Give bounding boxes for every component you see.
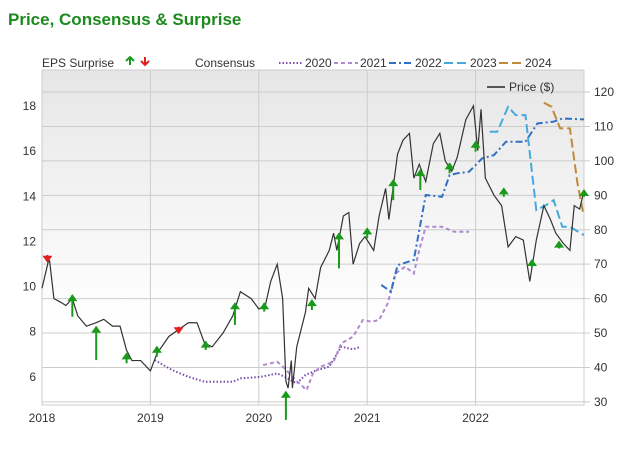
y-left-tick-label: 12 xyxy=(23,234,37,248)
surprise-up-arrow-icon xyxy=(280,390,291,398)
y-right-tick-label: 40 xyxy=(594,360,608,374)
y-right-tick-label: 50 xyxy=(594,326,608,340)
legend-label-2023: 2023 xyxy=(470,56,497,70)
surprise-up-arrow-icon xyxy=(151,345,162,353)
y-right-tick-label: 120 xyxy=(594,85,614,99)
y-right-tick-label: 90 xyxy=(594,188,608,202)
x-tick-label: 2020 xyxy=(245,411,272,425)
y-left-tick-label: 14 xyxy=(23,189,37,203)
y-right-tick-label: 30 xyxy=(594,395,608,409)
surprise-down-arrow-icon xyxy=(173,327,184,335)
surprise-up-arrow-icon xyxy=(388,179,399,187)
surprise-up-arrow-icon xyxy=(306,299,317,307)
legend-consensus: Consensus xyxy=(195,56,255,70)
consensus-line-2024 xyxy=(543,101,584,212)
legend-label-2021: 2021 xyxy=(360,56,387,70)
y-right-tick-label: 110 xyxy=(594,119,613,133)
x-tick-label: 2021 xyxy=(354,411,381,425)
surprise-up-arrow-icon xyxy=(526,258,537,266)
consensus-line-2020 xyxy=(154,345,362,385)
y-right-tick-label: 100 xyxy=(594,154,614,168)
surprise-down-arrow-icon xyxy=(42,255,53,263)
y-left-tick-label: 8 xyxy=(29,325,36,339)
surprise-up-arrow-icon xyxy=(415,169,426,177)
x-tick-label: 2022 xyxy=(462,411,489,425)
y-left-tick-label: 6 xyxy=(29,370,36,384)
surprise-up-arrow-icon xyxy=(498,187,509,195)
legend-label-2020: 2020 xyxy=(305,56,332,70)
surprise-up-arrow-icon xyxy=(67,294,78,302)
surprise-up-arrow-icon xyxy=(444,162,455,170)
legend-price: Price ($) xyxy=(509,80,554,94)
consensus-line-2022 xyxy=(380,117,585,294)
y-left-tick-label: 18 xyxy=(23,99,37,113)
y-right-tick-label: 60 xyxy=(594,292,608,306)
surprise-up-arrow-icon xyxy=(259,302,270,310)
surprise-up-arrow-icon xyxy=(470,140,481,148)
chart-title: Price, Consensus & Surprise xyxy=(8,10,242,29)
x-tick-label: 2019 xyxy=(137,411,164,425)
surprise-up-arrow-icon xyxy=(334,232,345,240)
legend-label-2024: 2024 xyxy=(525,56,552,70)
plot-area xyxy=(41,69,585,406)
y-left-tick-label: 10 xyxy=(23,280,37,294)
legend-eps-surprise: EPS Surprise xyxy=(42,56,114,70)
legend-up-arrow-icon xyxy=(125,55,135,65)
surprise-up-arrow-icon xyxy=(121,352,132,360)
surprise-up-arrow-icon xyxy=(554,240,565,248)
consensus-line-2023 xyxy=(489,104,585,236)
surprise-up-arrow-icon xyxy=(362,227,373,235)
surprise-up-arrow-icon xyxy=(579,189,589,197)
y-right-tick-label: 80 xyxy=(594,223,608,237)
legend-label-2022: 2022 xyxy=(415,56,442,70)
surprise-up-arrow-icon xyxy=(91,325,102,333)
surprise-up-arrow-icon xyxy=(200,340,211,348)
x-tick-label: 2018 xyxy=(29,411,56,425)
surprise-up-arrow-icon xyxy=(229,302,240,310)
legend-down-arrow-icon xyxy=(140,57,150,67)
price-line xyxy=(41,103,584,389)
y-left-tick-label: 16 xyxy=(23,144,37,158)
y-right-tick-label: 70 xyxy=(594,257,608,271)
consensus-line-2021 xyxy=(262,225,470,392)
